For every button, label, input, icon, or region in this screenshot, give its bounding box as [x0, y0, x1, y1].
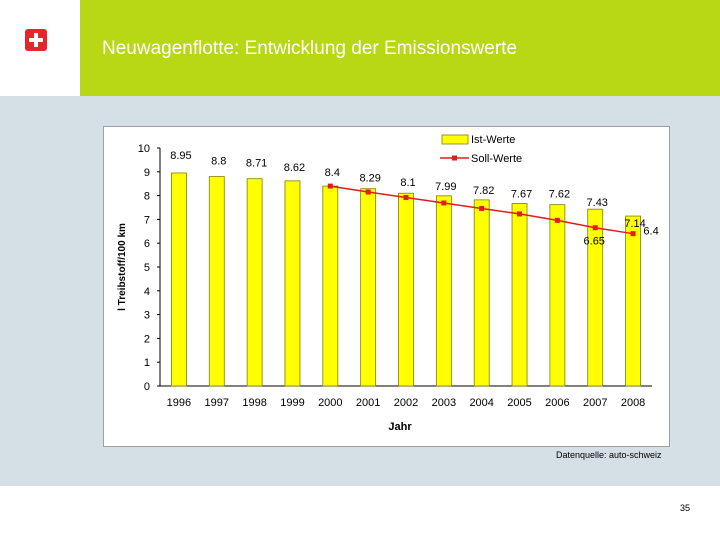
- bar-2005: [511, 203, 528, 387]
- bar-value-label: 7.99: [435, 181, 456, 193]
- bar-1996: [171, 172, 187, 387]
- y-tick-label: 4: [144, 286, 150, 298]
- x-tick-label: 1999: [280, 397, 304, 409]
- y-tick-label: 10: [138, 143, 150, 155]
- bar-value-label: 8.1: [400, 177, 415, 189]
- page-number: 35: [680, 503, 691, 513]
- bar-2000: [322, 185, 339, 387]
- bar-value-label: 7.14: [624, 218, 645, 230]
- soll-value-label: 6.65: [584, 236, 605, 248]
- y-tick-label: 9: [144, 167, 150, 179]
- bar-value-label: 8.8: [211, 156, 226, 168]
- data-source-note: Datenquelle: auto-schweiz: [556, 450, 662, 460]
- bar-2002: [398, 192, 414, 387]
- soll-werte-marker-2006: [554, 217, 560, 223]
- legend-swatch-ist: [441, 134, 469, 145]
- bar-2007: [587, 208, 604, 387]
- x-tick-label: 2003: [432, 397, 456, 409]
- x-tick-label: 2005: [507, 397, 531, 409]
- bar-value-label: 8.29: [359, 173, 380, 185]
- bar-1997: [208, 176, 225, 387]
- x-tick-label: 2008: [621, 397, 645, 409]
- y-tick-label: 7: [144, 214, 150, 226]
- x-tick-label: 2006: [545, 397, 569, 409]
- bar-value-label: 7.82: [473, 185, 494, 197]
- x-axis-label: Jahr: [388, 421, 412, 433]
- bar-value-label: 7.62: [549, 189, 570, 201]
- swiss-cross-icon: [25, 29, 47, 51]
- y-tick-label: 1: [144, 357, 150, 369]
- bar-1999: [284, 180, 301, 387]
- soll-werte-marker-2001: [365, 189, 371, 195]
- bar-2008: [625, 215, 641, 387]
- soll-werte-marker-2003: [441, 200, 447, 206]
- x-tick-label: 1996: [167, 397, 191, 409]
- bar-value-label: 8.62: [284, 162, 305, 174]
- bar-value-label: 8.71: [246, 158, 267, 170]
- legend-label-soll: Soll-Werte: [471, 153, 522, 165]
- soll-value-label: 6.4: [643, 226, 658, 238]
- legend-swatch-soll-marker: [452, 155, 457, 161]
- soll-werte-marker-2004: [479, 205, 485, 211]
- x-tick-label: 2004: [469, 397, 493, 409]
- bar-value-label: 7.43: [587, 197, 608, 209]
- y-axis-label: l Treibstoff/100 km: [117, 223, 128, 311]
- bar-value-label: 8.95: [170, 150, 191, 162]
- bar-2003: [435, 195, 452, 387]
- y-tick-label: 6: [144, 238, 150, 250]
- y-tick-label: 2: [144, 333, 150, 345]
- soll-werte-marker-2000: [327, 183, 333, 189]
- bar-2004: [473, 199, 490, 387]
- x-tick-label: 2002: [394, 397, 418, 409]
- soll-werte-marker-2007: [592, 225, 598, 231]
- header-bar: [80, 0, 720, 96]
- soll-werte-marker-2005: [517, 211, 523, 217]
- slide-title: Neuwagenflotte: Entwicklung der Emission…: [102, 38, 518, 59]
- x-tick-label: 2000: [318, 397, 342, 409]
- x-tick-label: 2007: [583, 397, 607, 409]
- chart-panel: 0 1 2 3 4 5 6 7 8 9 10 l Treibstoff/100 km 1996 1997 1…: [103, 126, 670, 447]
- x-tick-label: 2001: [356, 397, 380, 409]
- y-tick-label: 3: [144, 310, 150, 322]
- legend-label-ist: Ist-Werte: [471, 134, 515, 146]
- x-tick-label: 1997: [205, 397, 229, 409]
- bar-value-label: 8.4: [325, 167, 340, 179]
- soll-werte-marker-2008: [630, 231, 636, 237]
- bar-2001: [360, 188, 377, 387]
- x-tick-label: 1998: [242, 397, 266, 409]
- y-tick-label: 0: [144, 381, 150, 393]
- emissions-chart: 0 1 2 3 4 5 6 7 8 9 10 l Treibstoff/100 km 1996 1997 1…: [117, 133, 659, 433]
- soll-werte-marker-2002: [403, 195, 409, 201]
- bar-1998: [246, 178, 263, 387]
- y-tick-label: 8: [144, 191, 150, 203]
- y-tick-label: 5: [144, 262, 150, 274]
- bar-2006: [549, 204, 566, 387]
- bar-value-label: 7.67: [511, 188, 532, 200]
